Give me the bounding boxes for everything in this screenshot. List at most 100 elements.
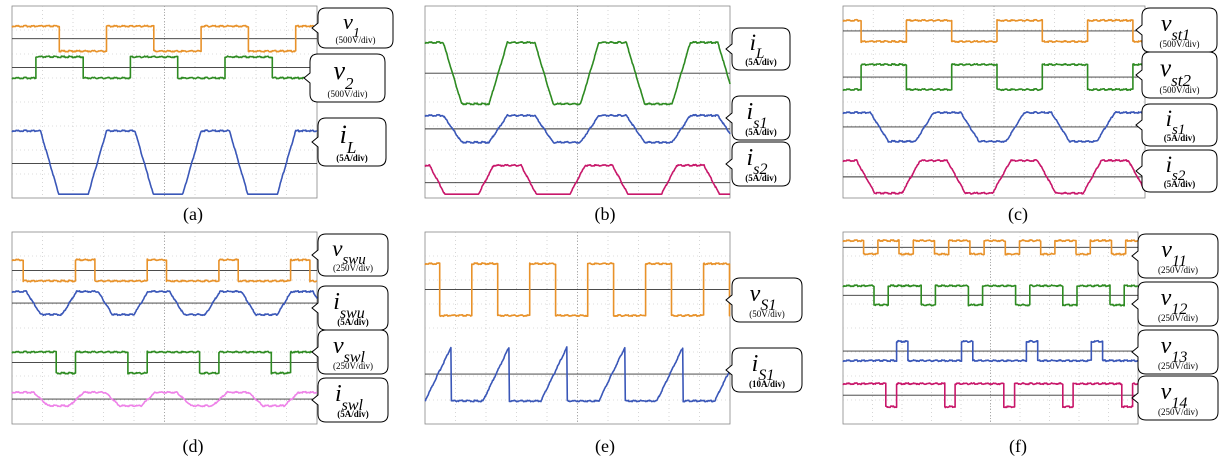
series-trace — [11, 129, 318, 195]
label-box — [1131, 375, 1219, 421]
series-trace — [842, 239, 1139, 256]
signal-symbol: iL — [340, 120, 357, 157]
signal-subscript: S1 — [758, 366, 774, 383]
label-box — [311, 117, 387, 167]
signal-subscript: swl — [344, 348, 366, 365]
signal-subscript: st2 — [1171, 70, 1191, 89]
label-callout: vswu(250V/div) — [311, 233, 389, 277]
signal-subscript: s2 — [753, 160, 767, 177]
signal-subscript: s1 — [753, 114, 767, 131]
signal-symbol-letter: i — [340, 120, 347, 149]
signal-subscript: S1 — [760, 296, 776, 313]
signal-symbol: iswl — [335, 381, 364, 414]
signal-subscript: 14 — [1171, 394, 1187, 411]
signal-symbol-letter: i — [747, 145, 754, 171]
label-box — [1131, 329, 1219, 375]
signal-subscript: swu — [342, 252, 365, 268]
signal-symbol-letter: v — [750, 281, 761, 307]
series-trace — [11, 24, 318, 53]
label-callout: is1(5A/div) — [725, 95, 791, 141]
series-trace — [424, 262, 731, 318]
scale-label: (500V/div) — [328, 89, 368, 99]
label-box — [311, 329, 389, 375]
scale-label: (5A/div) — [745, 173, 777, 183]
label-callout: iS1(10A/div) — [725, 347, 803, 393]
label-box — [725, 95, 791, 141]
label-box — [311, 377, 389, 423]
series-trace — [11, 55, 318, 80]
signal-symbol: iL — [750, 30, 765, 62]
label-box — [311, 7, 394, 49]
label-box — [303, 53, 386, 103]
panel-caption: (b) — [595, 204, 616, 225]
panel-caption: (f) — [1009, 436, 1027, 457]
label-callout: is2(5A/div) — [1135, 149, 1218, 193]
signal-symbol: vswu — [332, 236, 366, 268]
signal-subscript: L — [755, 46, 764, 62]
signal-symbol: is2 — [1166, 152, 1186, 184]
scale-label: (250V/div) — [333, 361, 373, 371]
signal-subscript: swu — [340, 304, 365, 321]
signal-subscript: L — [346, 137, 356, 156]
label-callout: iL(5A/div) — [725, 27, 791, 71]
scale-label: (5A/div) — [337, 409, 369, 419]
label-callout: v12(250V/div) — [1131, 281, 1219, 327]
signal-symbol-letter: i — [333, 289, 340, 315]
signal-symbol: vst1 — [1161, 11, 1190, 44]
label-box — [1135, 103, 1218, 147]
series-trace — [424, 346, 731, 403]
signal-symbol: vst2 — [1160, 55, 1191, 90]
panel-caption: (e) — [595, 436, 615, 457]
signal-symbol: is1 — [1166, 106, 1186, 138]
signal-symbol-letter: v — [1160, 55, 1172, 82]
signal-symbol: v1 — [343, 9, 360, 41]
label-callout: v2(500V/div) — [303, 53, 386, 103]
signal-symbol-letter: v — [1161, 379, 1172, 405]
series-trace — [11, 390, 318, 408]
series-trace — [842, 382, 1139, 409]
signal-symbol: iS1 — [752, 351, 775, 384]
label-callout: v11(250V/div) — [1131, 233, 1219, 279]
scale-label: (250V/div) — [1158, 313, 1198, 323]
signal-subscript: swl — [342, 396, 364, 413]
signal-symbol-letter: v — [332, 236, 343, 261]
scope-panel — [11, 5, 318, 199]
signal-symbol: v13 — [1161, 333, 1188, 366]
label-box — [1131, 281, 1219, 327]
label-callout: v13(250V/div) — [1131, 329, 1219, 375]
signal-symbol: vswl — [333, 333, 366, 366]
panel-caption: (d) — [183, 436, 204, 457]
signal-subscript: s2 — [1172, 168, 1186, 184]
label-callout: v1(500V/div) — [311, 7, 394, 49]
scale-label: (500V/div) — [1160, 85, 1200, 95]
signal-subscript: 11 — [1172, 252, 1187, 269]
series-trace — [842, 339, 1139, 363]
series-trace — [842, 111, 1146, 143]
signal-symbol-letter: v — [333, 56, 345, 85]
signal-symbol: vS1 — [750, 281, 777, 314]
scale-label: (5A/div) — [337, 317, 369, 327]
label-box — [725, 277, 803, 323]
label-box — [311, 233, 389, 277]
signal-symbol: v12 — [1161, 285, 1188, 318]
series-trace — [11, 350, 318, 375]
scale-label: (5A/div) — [745, 57, 777, 67]
scale-label: (250V/div) — [1158, 361, 1198, 371]
signal-symbol-letter: v — [1161, 333, 1172, 359]
label-callout: iswu(5A/div) — [311, 285, 389, 331]
signal-subscript: 13 — [1171, 348, 1187, 365]
scale-label: (5A/div) — [336, 153, 368, 163]
signal-symbol-letter: v — [343, 9, 353, 34]
signal-symbol-letter: v — [333, 333, 344, 359]
series-trace — [842, 284, 1139, 307]
scale-label: (5A/div) — [1164, 179, 1196, 189]
label-callout: is2(5A/div) — [725, 141, 791, 187]
series-trace — [842, 63, 1146, 92]
label-callout: iswl(5A/div) — [311, 377, 389, 423]
series-trace — [11, 258, 318, 283]
panel-caption: (a) — [183, 204, 203, 225]
signal-symbol-letter: v — [1161, 11, 1172, 37]
signal-symbol-letter: i — [335, 381, 342, 407]
label-callout: v14(250V/div) — [1131, 375, 1219, 421]
